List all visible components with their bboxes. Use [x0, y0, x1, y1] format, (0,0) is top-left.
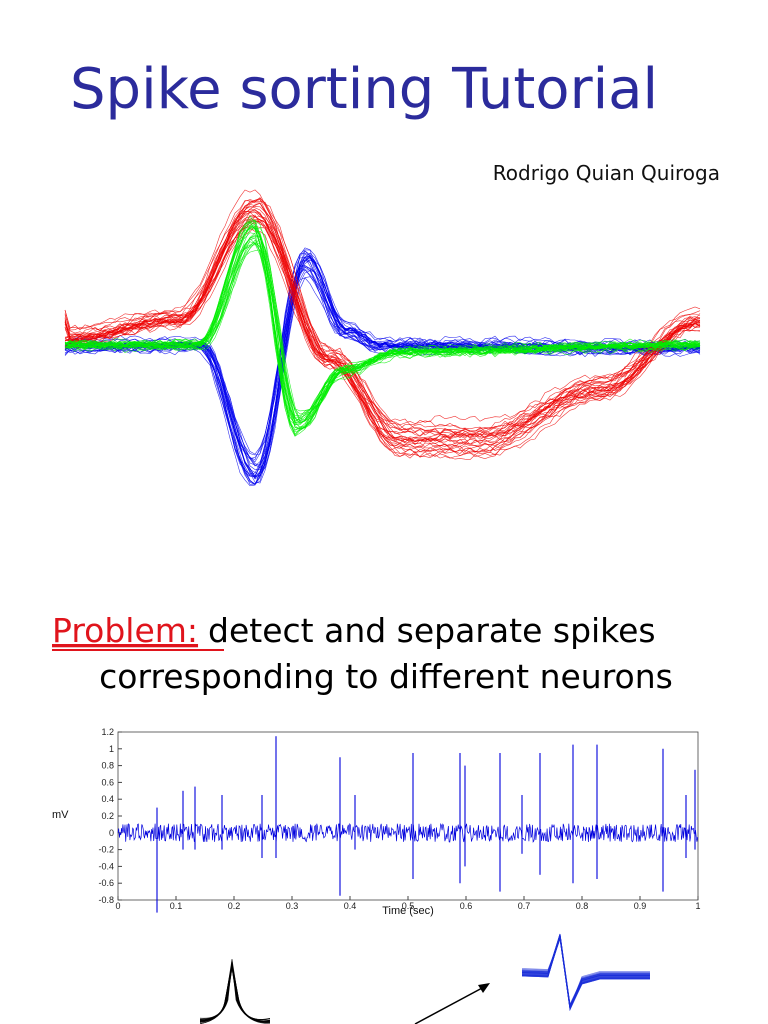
title: Spike sorting Tutorial	[70, 57, 658, 122]
x-tick-label: 1	[695, 901, 700, 911]
x-tick-label: 0	[115, 901, 120, 911]
waveform-illustration	[64, 189, 701, 487]
waveform-trace	[64, 216, 701, 440]
waveform-trace	[64, 270, 701, 468]
x-tick-label: 0.1	[170, 901, 183, 911]
waveform-trace	[64, 219, 701, 431]
problem-text: detect and separate spikes	[208, 611, 656, 650]
waveform-trace	[64, 202, 701, 446]
waveform-trace	[64, 200, 701, 449]
problem-label: Problem:	[52, 611, 198, 650]
y-tick-label: 1	[109, 744, 114, 754]
spike-cluster	[199, 967, 271, 1021]
waveform-trace	[64, 206, 701, 448]
arrow	[414, 986, 485, 1024]
spike-cluster	[199, 959, 271, 1020]
waveform-trace	[64, 206, 701, 459]
y-tick-label: 0.6	[101, 777, 114, 787]
arrow-head	[478, 983, 490, 993]
problem-line: Problem: detect and separate spikes	[52, 611, 656, 650]
waveform-trace	[64, 201, 701, 443]
waveform-trace	[64, 221, 701, 433]
waveform-trace	[64, 211, 701, 441]
waveform-trace	[64, 221, 701, 435]
y-tick-label: -0.8	[98, 895, 114, 905]
x-tick-label: 0.3	[286, 901, 299, 911]
waveform-trace	[64, 219, 701, 435]
y-tick-label: 0.2	[101, 811, 114, 821]
spike-cluster	[199, 967, 271, 1023]
waveform-trace	[64, 223, 701, 431]
signal-plot: -0.8 -0.6 -0.4 -0.2 0 0.2 0.4 0.6 0.8 1 1.2 0 0.1 0.2…	[52, 727, 701, 917]
y-tick-label: 1.2	[101, 727, 114, 737]
author: Rodrigo Quian Quiroga	[493, 161, 720, 185]
spike-cluster	[199, 966, 271, 1024]
problem-text: corresponding to different neurons	[99, 657, 673, 696]
waveform-trace	[64, 250, 701, 486]
waveform-trace	[64, 198, 701, 453]
waveform-trace	[64, 259, 701, 470]
y-axis-label: mV	[52, 809, 69, 821]
bottom-illustration	[199, 933, 650, 1024]
y-tick-label: 0.4	[101, 794, 114, 804]
y-tick-label: 0.8	[101, 761, 114, 771]
x-tick-label: 0.7	[518, 901, 531, 911]
spike-cluster	[199, 962, 271, 1023]
waveform-trace	[64, 232, 701, 428]
waveform-trace	[64, 253, 701, 485]
waveform-trace	[64, 209, 701, 449]
waveform-trace	[64, 242, 701, 415]
waveform-trace	[64, 252, 701, 487]
x-tick-label: 0.8	[576, 901, 589, 911]
waveform-trace	[64, 220, 701, 435]
waveform-trace	[64, 250, 701, 485]
waveform-trace	[64, 259, 701, 485]
signal-noise	[117, 822, 698, 843]
waveform-trace	[64, 268, 701, 459]
spike-cluster	[199, 968, 271, 1022]
waveform-trace	[64, 227, 701, 439]
waveform-trace	[64, 232, 701, 425]
waveform-trace	[64, 267, 701, 478]
waveform-trace	[64, 224, 700, 431]
x-tick-label: 0.9	[634, 901, 647, 911]
y-tick-label: -0.2	[98, 845, 114, 855]
waveform-trace	[64, 220, 701, 436]
unit-waveform	[521, 934, 650, 1007]
x-tick-label: 0.6	[460, 901, 473, 911]
unit-waveform	[521, 933, 650, 1007]
waveform-trace	[64, 220, 701, 430]
y-tick-label: 0	[109, 828, 114, 838]
y-tick-label: -0.4	[98, 861, 114, 871]
waveform-trace	[64, 267, 701, 463]
waveform-trace	[64, 264, 701, 478]
waveform-trace	[64, 222, 701, 437]
x-tick-label: 0.4	[344, 901, 357, 911]
waveform-trace	[64, 249, 701, 486]
waveform-trace	[64, 226, 701, 428]
unit-waveform	[521, 936, 650, 1010]
waveform-trace	[64, 226, 701, 423]
x-axis-label: Time (sec)	[382, 905, 434, 917]
waveform-trace	[64, 254, 701, 480]
waveform-trace	[64, 225, 701, 438]
spike-cluster	[199, 963, 271, 1024]
spike-cluster	[199, 964, 271, 1023]
waveform-trace	[64, 216, 701, 437]
waveform-trace	[64, 219, 701, 433]
x-tick-label: 0.2	[228, 901, 241, 911]
waveform-trace	[64, 214, 701, 445]
plot-frame	[117, 731, 699, 901]
x-tick-label: 0.5	[402, 901, 415, 911]
waveform-trace	[64, 256, 701, 479]
y-tick-label: -0.6	[98, 878, 114, 888]
waveform-trace	[64, 252, 701, 484]
